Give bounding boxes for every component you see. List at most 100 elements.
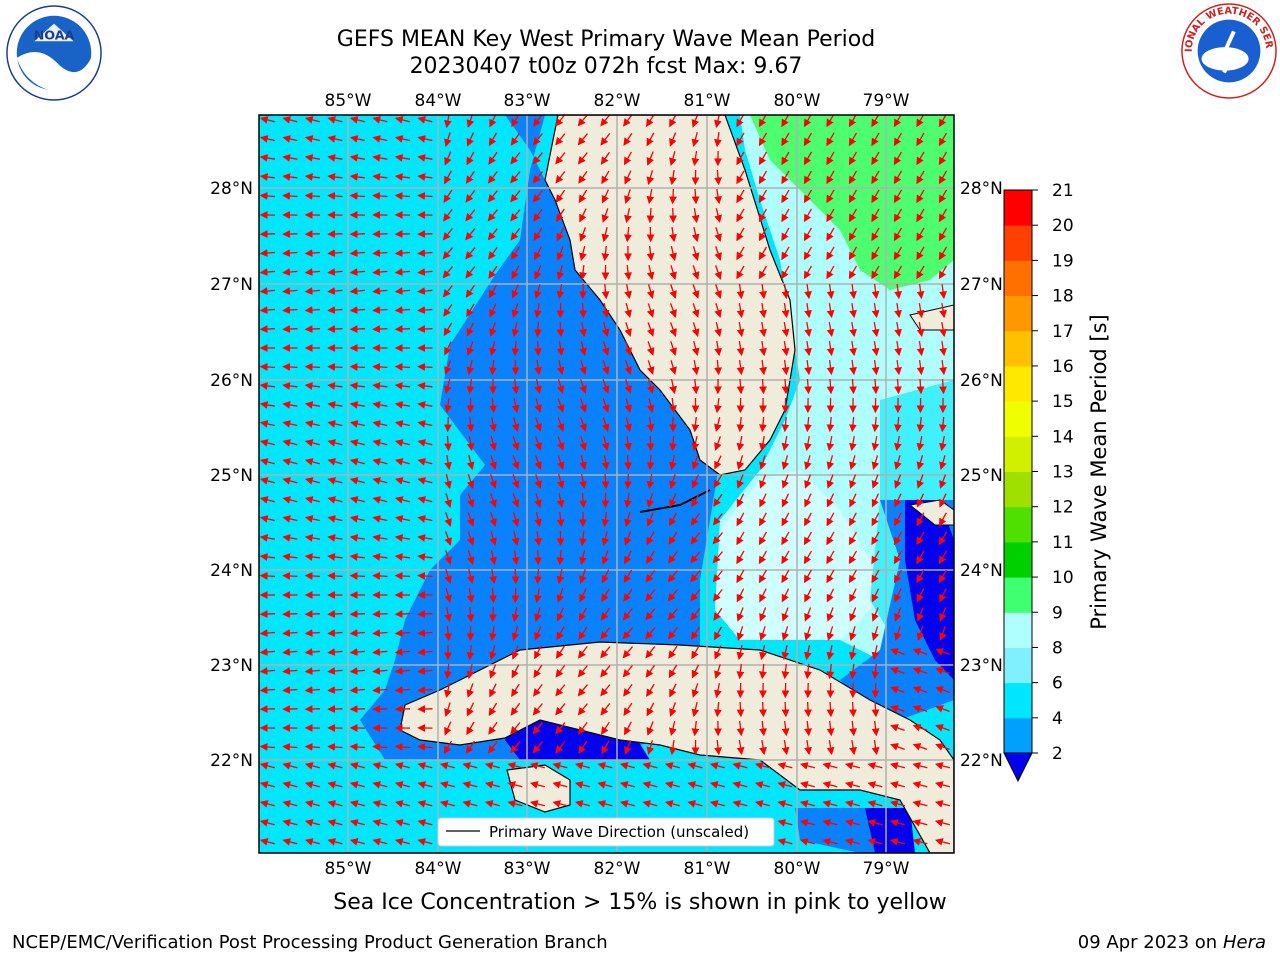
wave-arrow bbox=[934, 838, 950, 846]
wave-arrow bbox=[624, 170, 632, 185]
wave-arrow bbox=[555, 171, 566, 184]
wave-arrow bbox=[556, 398, 565, 413]
wave-arrow bbox=[304, 800, 320, 808]
wave-arrow bbox=[669, 702, 677, 717]
wave-arrow bbox=[758, 550, 768, 565]
wave-arrow bbox=[511, 284, 519, 299]
wave-arrow bbox=[646, 512, 654, 527]
wave-arrow bbox=[669, 169, 677, 186]
wave-arrow bbox=[736, 531, 745, 546]
wave-arrow bbox=[669, 474, 677, 489]
wave-arrow bbox=[282, 743, 298, 751]
wave-arrow bbox=[394, 496, 410, 504]
lat-tick-right: 28°N bbox=[960, 179, 1003, 199]
wave-arrow bbox=[646, 398, 655, 414]
wave-arrow bbox=[849, 455, 857, 470]
wave-arrow bbox=[754, 781, 770, 789]
wave-arrow bbox=[822, 800, 838, 808]
wave-arrow bbox=[871, 455, 880, 470]
wave-arrow bbox=[532, 741, 543, 754]
wave-arrow bbox=[939, 512, 947, 527]
wave-arrow bbox=[781, 701, 790, 718]
wave-arrow bbox=[394, 306, 411, 314]
wave-arrow bbox=[624, 721, 632, 736]
wave-arrow bbox=[669, 740, 677, 756]
wave-arrow bbox=[511, 397, 520, 414]
wave-arrow bbox=[349, 762, 365, 770]
wave-arrow bbox=[781, 588, 790, 603]
wave-arrow bbox=[894, 435, 902, 452]
wave-arrow bbox=[646, 265, 655, 281]
wave-arrow bbox=[646, 379, 655, 394]
wave-arrow bbox=[664, 800, 680, 808]
wave-arrow bbox=[916, 588, 925, 603]
wave-arrow bbox=[781, 302, 790, 319]
wave-arrow bbox=[394, 800, 410, 808]
wave-arrow bbox=[372, 743, 388, 751]
wave-arrow bbox=[935, 743, 950, 751]
wave-arrow bbox=[327, 800, 343, 808]
wave-arrow bbox=[624, 322, 632, 337]
wave-arrow bbox=[417, 629, 433, 637]
wave-arrow bbox=[511, 587, 520, 604]
wave-arrow bbox=[601, 283, 610, 300]
colorbar-tick-label: 10 bbox=[1052, 568, 1074, 588]
wave-arrow bbox=[444, 379, 452, 395]
wave-arrow bbox=[934, 781, 950, 789]
wave-arrow bbox=[624, 379, 632, 394]
wave-arrow bbox=[282, 686, 298, 694]
wave-arrow bbox=[646, 417, 655, 433]
wave-arrow bbox=[690, 512, 700, 526]
wave-arrow bbox=[916, 474, 924, 489]
wave-arrow bbox=[394, 629, 411, 637]
wave-arrow bbox=[849, 663, 857, 680]
wave-arrow bbox=[556, 379, 565, 394]
wave-arrow bbox=[259, 610, 276, 618]
wave-arrow bbox=[736, 340, 745, 357]
wave-arrow bbox=[304, 439, 320, 447]
wave-arrow bbox=[623, 569, 633, 584]
wave-arrow bbox=[736, 645, 745, 661]
wave-arrow bbox=[601, 569, 610, 584]
wave-arrow bbox=[555, 115, 566, 127]
wave-arrow bbox=[282, 325, 298, 333]
wave-arrow bbox=[259, 401, 276, 409]
wave-arrow bbox=[736, 569, 745, 584]
wave-arrow bbox=[349, 306, 366, 314]
wave-arrow bbox=[938, 189, 948, 204]
wave-arrow bbox=[894, 378, 902, 395]
wave-arrow bbox=[714, 227, 722, 242]
wave-arrow bbox=[489, 587, 497, 604]
wave-arrow bbox=[912, 838, 928, 846]
wave-arrow bbox=[488, 702, 498, 717]
wave-arrow bbox=[597, 762, 613, 770]
wave-arrow bbox=[304, 686, 321, 694]
wave-arrow bbox=[304, 192, 321, 200]
wave-arrow bbox=[939, 340, 947, 357]
wave-arrow bbox=[623, 588, 633, 602]
wave-arrow bbox=[668, 512, 677, 527]
noaa-logo-icon: NOAA bbox=[6, 5, 102, 101]
wave-arrow bbox=[669, 188, 677, 205]
wave-arrow bbox=[623, 132, 633, 146]
wave-arrow bbox=[507, 762, 523, 770]
wave-arrow bbox=[372, 572, 388, 580]
wave-arrow bbox=[372, 515, 388, 523]
wave-arrow bbox=[690, 532, 701, 545]
wave-arrow bbox=[327, 325, 343, 333]
wave-arrow bbox=[781, 550, 790, 565]
wave-arrow bbox=[327, 439, 343, 447]
wave-arrow bbox=[577, 152, 588, 165]
wave-arrow bbox=[327, 268, 343, 276]
wave-arrow bbox=[487, 171, 498, 184]
wave-arrow bbox=[624, 303, 632, 319]
wave-arrow bbox=[511, 626, 520, 641]
wave-arrow bbox=[601, 322, 610, 338]
wave-arrow bbox=[327, 534, 343, 542]
wave-arrow bbox=[556, 511, 565, 528]
wave-arrow bbox=[736, 607, 744, 622]
wave-arrow bbox=[645, 664, 656, 678]
wave-arrow bbox=[624, 341, 632, 356]
footer-credit: NCEP/EMC/Verification Post Processing Pr… bbox=[12, 932, 608, 953]
wave-arrow bbox=[803, 531, 813, 546]
